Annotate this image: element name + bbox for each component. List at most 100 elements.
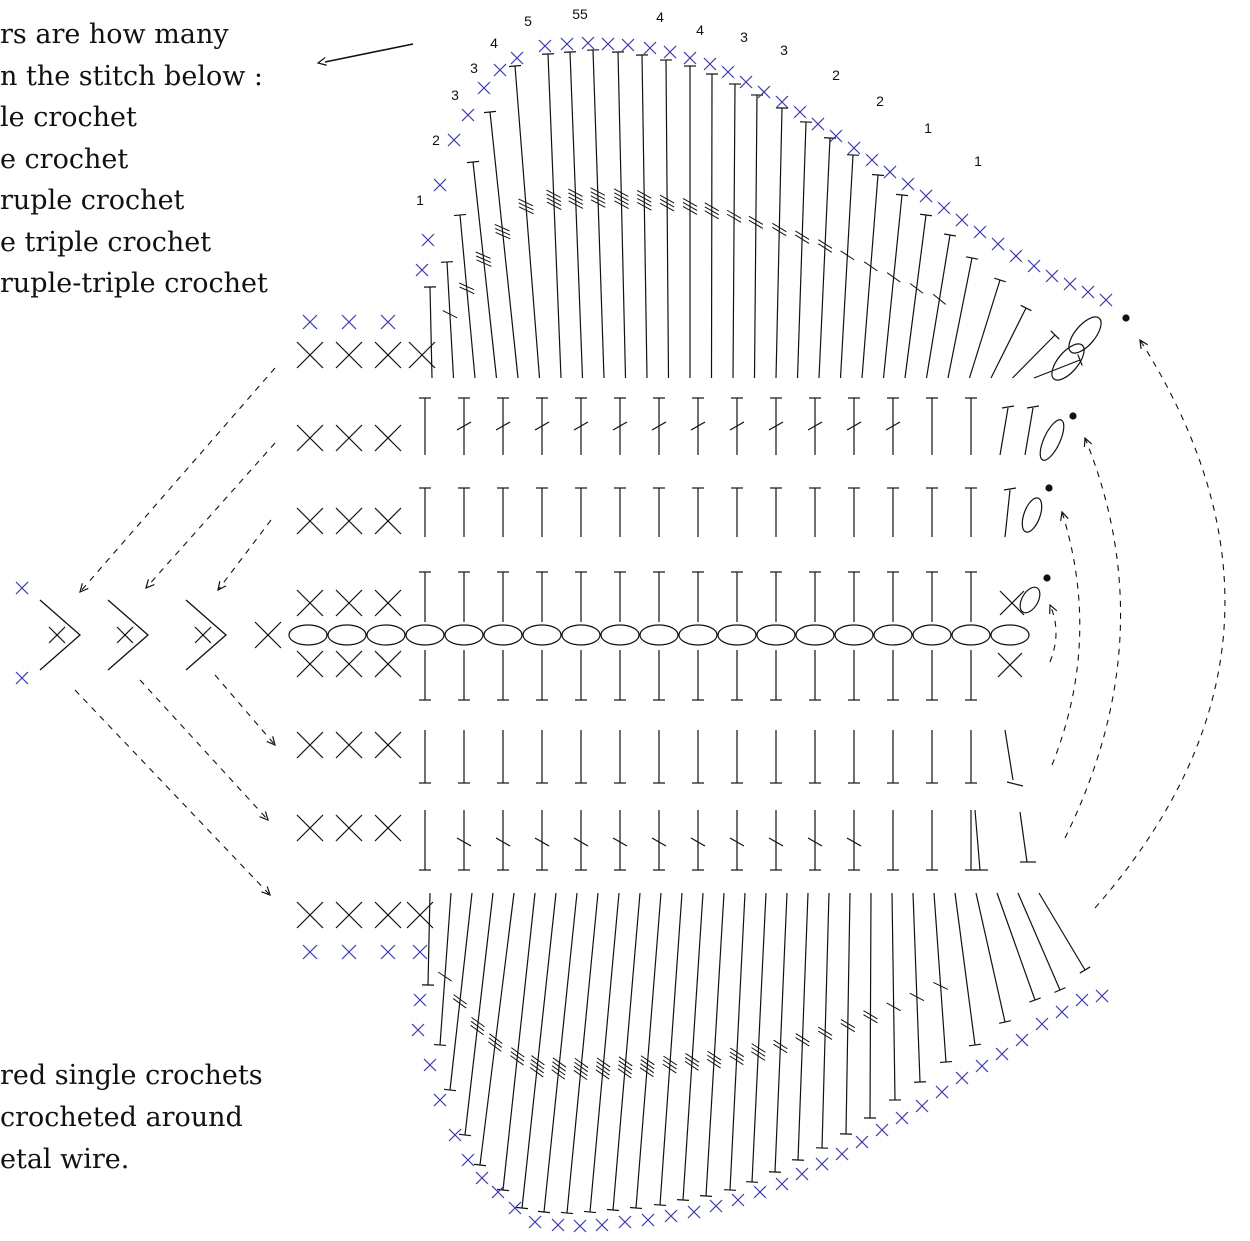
stitch-stroke (651, 837, 667, 847)
stitch-stroke (412, 944, 428, 960)
stitch-stroke (885, 421, 901, 431)
stitch-stroke (617, 1068, 632, 1079)
stitch-stroke (855, 1135, 869, 1149)
stitch-stroke (546, 197, 562, 206)
stitch-stroke (729, 1047, 745, 1058)
stitch-stroke (546, 193, 562, 202)
stitch-stroke (446, 261, 455, 379)
stitch-stroke (1029, 997, 1041, 1003)
stitch-stroke (955, 1071, 969, 1085)
chain-stitch-icon (483, 624, 523, 646)
stitch-stroke (341, 314, 357, 330)
stitch-stroke (464, 892, 494, 1136)
stitch-stroke (1075, 993, 1089, 1007)
stitch-stroke (489, 1033, 503, 1044)
wire-note: red single crochets crocheted around eta… (0, 1055, 263, 1181)
stitch-stroke (508, 64, 522, 68)
stitch-stroke (683, 51, 697, 65)
stitch-stroke (773, 1043, 788, 1054)
stitch-stroke (618, 1060, 633, 1071)
stitch-stroke (529, 1067, 544, 1078)
stitch-stroke (79, 367, 276, 593)
stitch-stroke (729, 421, 745, 431)
stitch-stroke (768, 421, 784, 431)
stitch-stroke (807, 421, 823, 431)
stitch-stroke (1009, 249, 1023, 263)
note-line-3: etal wire. (0, 1144, 130, 1175)
stitch-stroke (863, 1014, 878, 1024)
stitch-stroke (895, 193, 909, 197)
legend-line-1: rs are how many (0, 19, 229, 50)
stitch-stroke (335, 341, 363, 369)
chain-stitch-icon (522, 624, 562, 646)
stitch-stroke (1049, 604, 1057, 663)
stitch-stroke (891, 892, 896, 1101)
stitch-stroke (847, 141, 861, 155)
legend-line-2: n the stitch below : (0, 60, 263, 92)
stitch-stroke (612, 837, 628, 847)
stitch-stroke (574, 1057, 589, 1069)
stitch-count-label: 4 (490, 35, 498, 51)
stitch-stroke (991, 237, 1005, 251)
legend-line-6: e triple crochet (0, 226, 212, 258)
stitch-stroke (470, 1024, 484, 1036)
stitch-stroke (546, 201, 562, 210)
stitch-stroke (496, 1188, 510, 1192)
stitch-stroke (1063, 277, 1077, 291)
stitch-stroke (704, 202, 720, 212)
stitch-stroke (1077, 354, 1083, 366)
stitch-stroke (374, 341, 402, 369)
stitch-stroke (775, 1177, 789, 1191)
stitch-stroke (664, 1209, 678, 1223)
stitch-stroke (682, 197, 698, 207)
stitch-stroke (1079, 966, 1091, 974)
stitch-stroke (745, 1181, 759, 1183)
stitch-stroke (904, 214, 927, 379)
stitch-stroke (296, 650, 324, 678)
stitch-stroke (1050, 330, 1060, 340)
stitch-stroke (794, 234, 810, 244)
stitch-stroke (643, 41, 657, 55)
stitch-stroke (748, 215, 764, 225)
stitch-stroke (651, 421, 667, 431)
stitch-stroke (448, 1128, 462, 1142)
stitch-stroke (39, 599, 81, 671)
stitch-stroke (975, 892, 1006, 1023)
stitch-stroke (543, 892, 578, 1213)
stitch-stroke (919, 189, 933, 203)
stitch-stroke (459, 282, 475, 291)
stitch-stroke (829, 129, 843, 143)
stitch-stroke (757, 85, 771, 99)
stitch-stroke (475, 255, 492, 263)
stitch-stroke (1038, 892, 1086, 971)
slip-stitch-icon (1122, 314, 1130, 322)
stitch-stroke (684, 1060, 699, 1071)
stitch-stroke (863, 261, 878, 272)
stitch-stroke (595, 1218, 609, 1232)
stitch-stroke (266, 736, 276, 747)
stitch-stroke (663, 1055, 678, 1066)
stitch-stroke (1099, 293, 1113, 307)
stitch-stroke (726, 213, 742, 223)
stitch-stroke (739, 75, 753, 89)
stitch-stroke (846, 154, 860, 156)
stitch-stroke (1083, 436, 1093, 448)
slip-stitch-icon (1045, 484, 1053, 492)
stitch-stroke (612, 421, 628, 431)
stitch-stroke (538, 39, 552, 53)
stitch-stroke (302, 944, 318, 960)
stitch-stroke (531, 1055, 545, 1066)
stitch-stroke (530, 1059, 545, 1070)
stitch-stroke (1004, 489, 1011, 538)
stitch-stroke (442, 310, 458, 319)
chain-stitch-icon (444, 624, 484, 646)
stitch-stroke (48, 626, 66, 644)
stitch-stroke (217, 519, 272, 591)
stitch-stroke (1139, 338, 1148, 350)
stitch-stroke (653, 1203, 667, 1207)
stitch-stroke (518, 206, 534, 215)
stitch-stroke (1012, 334, 1056, 379)
stitch-stroke (935, 1085, 949, 1099)
stitch-stroke (937, 201, 951, 215)
